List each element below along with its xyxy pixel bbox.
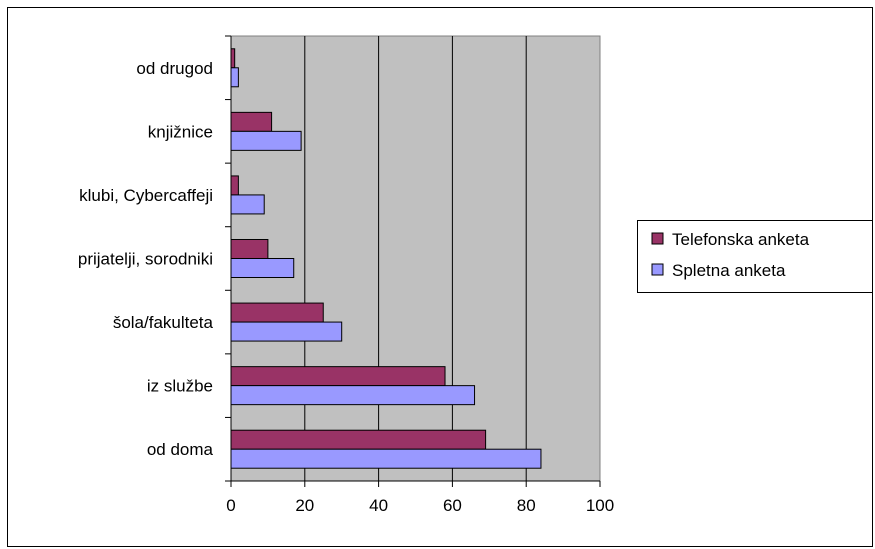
x-tick-label: 60 bbox=[443, 496, 462, 515]
x-tick-label: 100 bbox=[586, 496, 614, 515]
bar-spletna bbox=[230, 258, 295, 278]
tick-labels: 0 20 40 60 80 100 bbox=[226, 496, 614, 515]
category-label: klubi, Cybercaffeji bbox=[79, 186, 213, 205]
category-label: od doma bbox=[147, 440, 214, 459]
bar-spletna bbox=[230, 130, 302, 151]
category-label: iz službe bbox=[147, 377, 213, 396]
bar-spletna bbox=[230, 448, 542, 469]
bar-spletna bbox=[230, 385, 476, 406]
category-label: prijatelji, sorodniki bbox=[78, 250, 213, 269]
legend-label-spletna: Spletna anketa bbox=[672, 261, 786, 280]
x-tick-label: 40 bbox=[369, 496, 388, 515]
x-tick-label: 80 bbox=[517, 496, 536, 515]
category-labels: od doma iz službe šola/fakulteta prijatelji… bbox=[78, 59, 214, 459]
category-label: knjižnice bbox=[148, 122, 213, 141]
category-label: od drugod bbox=[136, 59, 213, 78]
legend-swatch-spletna bbox=[651, 263, 664, 276]
bar-telefonska bbox=[230, 366, 446, 387]
x-tick-label: 0 bbox=[226, 496, 235, 515]
bar-telefonska bbox=[230, 111, 273, 132]
bar-spletna bbox=[230, 321, 343, 342]
bar-telefonska bbox=[230, 302, 324, 323]
bar-telefonska bbox=[230, 429, 487, 450]
legend: Telefonska anketa Spletna anketa bbox=[637, 220, 873, 293]
bar-spletna bbox=[230, 194, 265, 215]
legend-swatch-telefonska bbox=[651, 232, 664, 245]
legend-label-telefonska: Telefonska anketa bbox=[672, 230, 810, 249]
bar-telefonska bbox=[230, 48, 236, 69]
axes bbox=[225, 35, 601, 487]
bar-telefonska bbox=[230, 175, 239, 196]
bars bbox=[230, 48, 542, 469]
x-tick-label: 20 bbox=[295, 496, 314, 515]
gridlines bbox=[304, 36, 527, 481]
bar-telefonska bbox=[230, 239, 269, 259]
bar-spletna bbox=[230, 67, 239, 88]
category-label: šola/fakulteta bbox=[113, 313, 214, 332]
